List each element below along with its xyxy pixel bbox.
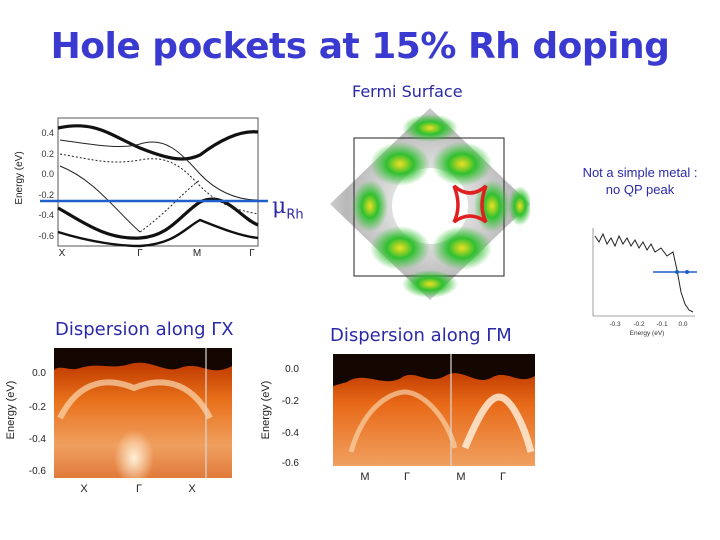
gx-xtick: Γ [136, 483, 142, 495]
edc-xtick: -0.2 [633, 321, 645, 328]
note-text: Not a simple metal : no QP peak [560, 164, 720, 198]
fermi-blob [474, 180, 510, 232]
band-curve [57, 218, 259, 248]
mu-rh-label: μRh [272, 194, 304, 222]
fermi-blob [432, 142, 492, 186]
band-ytick: -0.2 [38, 190, 54, 200]
note-line-2: no QP peak [605, 182, 675, 197]
gm-ytick: -0.2 [282, 396, 300, 407]
fermi-blob [370, 142, 430, 186]
band-xtick: Γ [249, 248, 255, 259]
mu-symbol: μ [272, 194, 287, 219]
fermi-blob [432, 226, 492, 270]
band-frame [57, 117, 259, 247]
gm-ytick: -0.4 [282, 428, 300, 439]
gx-band [57, 379, 213, 420]
band-ylabel: Energy (eV) [14, 151, 25, 204]
gm-ytick: 0.0 [285, 364, 299, 375]
gx-ytick: 0.0 [32, 368, 46, 379]
band-curve [139, 179, 201, 233]
arpes-panel-gm: Energy (eV) 0.0 -0.2 -0.4 -0.6 M Γ M Γ [260, 354, 535, 483]
caption-dispersion-gm: Dispersion along ΓM [330, 325, 512, 346]
band-ytick: 0.2 [41, 149, 54, 159]
mu-subscript: Rh [286, 207, 304, 223]
gm-dark-region [333, 354, 535, 386]
gx-ytick: -0.2 [29, 402, 47, 413]
band-curve [59, 139, 259, 201]
edc-marker [675, 270, 679, 274]
band-curve [59, 153, 259, 215]
gm-xtick: Γ [404, 471, 410, 483]
gm-xtick: M [360, 471, 369, 483]
gm-band [348, 389, 458, 453]
gx-dark-region [54, 348, 232, 371]
gx-xtick: X [188, 483, 196, 495]
band-ytick: 0.0 [41, 169, 54, 179]
band-structure-plot: Energy (eV) 0.4 0.2 0.0 -0.2 -0.4 -0.6 X… [14, 117, 268, 259]
gx-ylabel: Energy (eV) [5, 381, 17, 440]
band-curve [57, 124, 259, 161]
fermi-blob [370, 226, 430, 270]
band-curve [57, 197, 259, 240]
gx-xtick: X [80, 483, 88, 495]
gm-ytick: -0.6 [282, 458, 300, 469]
edc-xtick: -0.3 [609, 321, 621, 328]
band-xtick: M [193, 248, 201, 259]
arpes-panel-gx: Energy (eV) 0.0 -0.2 -0.4 -0.6 X Γ X [5, 348, 232, 495]
band-ytick: -0.6 [38, 231, 54, 241]
caption-dispersion-gx: Dispersion along ΓX [55, 319, 234, 340]
fermi-blob [402, 270, 458, 298]
gm-band [461, 393, 535, 453]
gm-ylabel: Energy (eV) [260, 381, 272, 440]
gx-ytick: -0.4 [29, 434, 47, 445]
note-line-1: Not a simple metal : [582, 165, 698, 180]
gx-ytick: -0.6 [29, 466, 47, 477]
edc-xtick: -0.1 [656, 321, 668, 328]
gm-xtick: M [456, 471, 465, 483]
fermi-blob [352, 180, 388, 232]
edc-xtick: 0.0 [678, 321, 687, 328]
slide-title: Hole pockets at 15% Rh doping [50, 26, 670, 67]
band-xtick: X [59, 248, 66, 259]
band-curve [59, 165, 141, 233]
band-ytick: -0.4 [38, 210, 54, 220]
fermi-surface-title: Fermi Surface [352, 82, 463, 101]
hole-pocket-outline [452, 184, 488, 224]
fermi-surface-map [330, 108, 530, 300]
fermi-blob [402, 114, 458, 142]
band-ytick: 0.4 [41, 128, 54, 138]
edc-plot: -0.3 -0.2 -0.1 0.0 Energy (eV) [592, 228, 697, 337]
fermi-blob [508, 186, 530, 226]
gx-bright-spot [114, 430, 154, 486]
band-xtick: Γ [137, 248, 143, 259]
central-pocket [392, 168, 468, 244]
gm-xtick: Γ [500, 471, 506, 483]
edc-marker [685, 270, 689, 274]
edc-xlabel: Energy (eV) [630, 330, 665, 337]
